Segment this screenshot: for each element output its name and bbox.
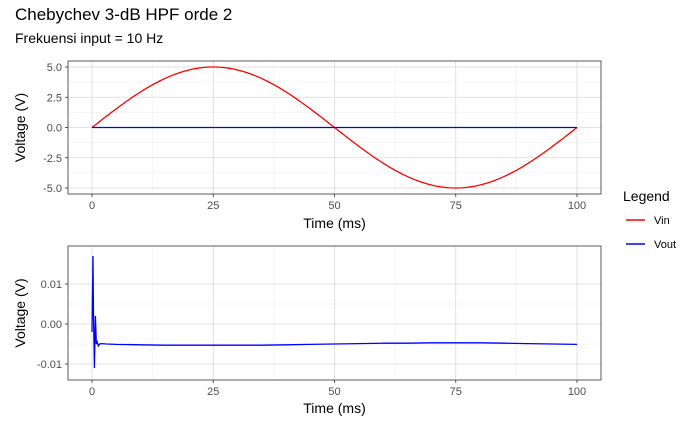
y-tick-label: 0.00: [41, 319, 62, 331]
x-tick-label: 50: [328, 200, 340, 212]
y-axis-title: Voltage (V): [12, 278, 28, 347]
x-tick-label: 0: [89, 200, 95, 212]
y-tick-label: 2.5: [47, 92, 62, 104]
y-axis-title: Voltage (V): [12, 93, 28, 162]
panel-border: [67, 245, 602, 381]
x-tick-label: 25: [207, 200, 219, 212]
top-panel: 0 25 50 75 100 5.0 2.5 0.0 -2.5 -5.0 Time (ms) Volt…: [12, 60, 602, 231]
bottom-panel: 0 25 50 75 100 0.01 0.00 -0.01 Time (ms) Voltage …: [12, 245, 602, 416]
chart-subtitle: Frekuensi input = 10 Hz: [15, 30, 163, 46]
y-tick-label: -0.01: [37, 359, 62, 371]
x-tick-label: 100: [568, 200, 586, 212]
x-axis-title: Time (ms): [303, 215, 365, 231]
x-axis-title: Time (ms): [303, 400, 365, 416]
legend: Legend Vin Vout: [623, 188, 676, 251]
legend-label-vin: Vin: [654, 215, 670, 227]
y-tick-label: 0.0: [47, 123, 62, 135]
x-tick-label: 0: [89, 386, 95, 398]
series-line-vout: [91, 255, 578, 369]
y-tick-label: 5.0: [47, 62, 62, 74]
panel-border: [67, 60, 602, 195]
y-tick-label: -2.5: [43, 153, 62, 165]
x-tick-label: 50: [328, 386, 340, 398]
x-tick-label: 100: [568, 386, 586, 398]
y-tick-label: -5.0: [43, 183, 62, 195]
x-tick-label: 25: [207, 386, 219, 398]
x-tick-label: 75: [450, 386, 462, 398]
legend-title: Legend: [623, 188, 670, 204]
y-tick-label: 0.01: [41, 279, 62, 291]
chart-title: Chebychev 3-dB HPF orde 2: [15, 5, 232, 24]
legend-label-vout: Vout: [654, 239, 676, 251]
x-tick-label: 75: [450, 200, 462, 212]
